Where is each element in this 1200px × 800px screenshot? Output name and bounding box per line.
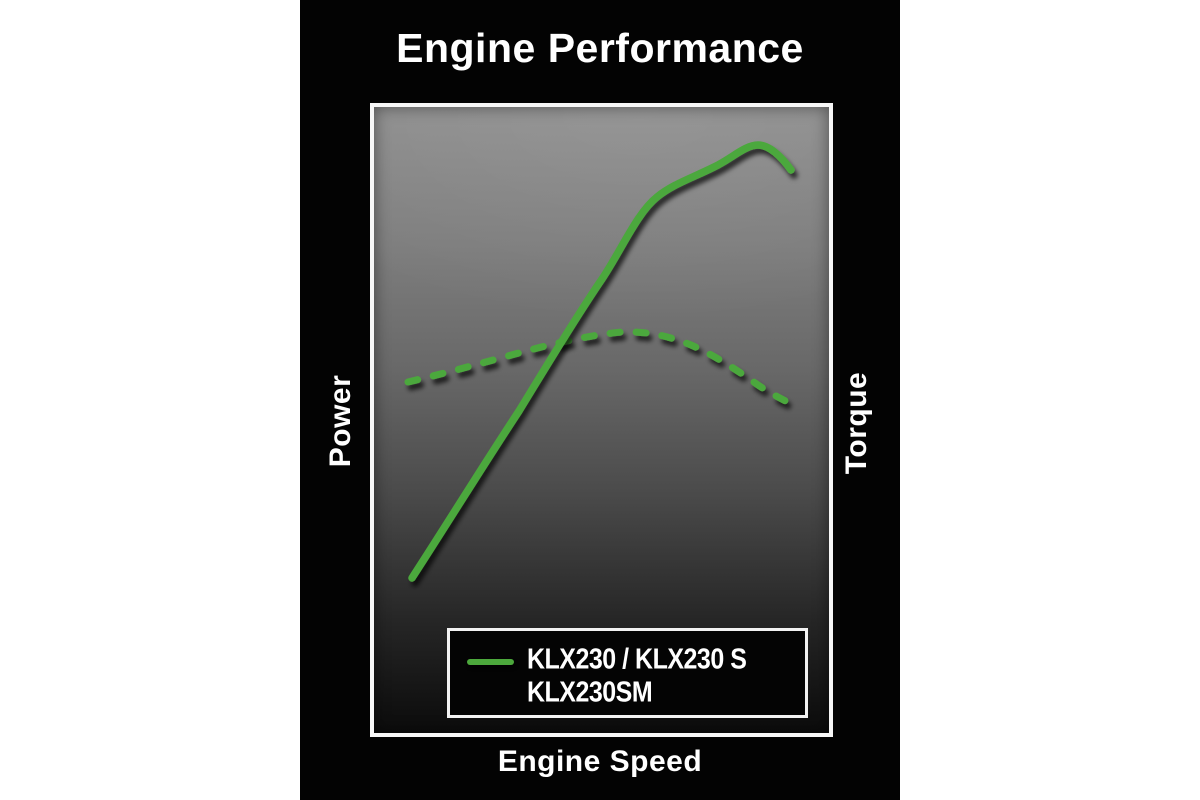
- power-curve: [408, 141, 795, 582]
- legend: KLX230 / KLX230 S KLX230SM: [447, 628, 808, 718]
- chart-plot-area: KLX230 / KLX230 S KLX230SM: [370, 103, 833, 737]
- chart-title: Engine Performance: [396, 25, 804, 71]
- legend-label-line2: KLX230SM: [527, 675, 653, 708]
- torque-axis-label: Torque: [840, 371, 873, 475]
- power-axis-label: Power: [324, 374, 357, 468]
- torque-curve: [404, 328, 799, 410]
- engine-speed-axis-label: Engine Speed: [497, 745, 703, 778]
- legend-line-swatch: [467, 659, 514, 665]
- legend-label-line1: KLX230 / KLX230 S: [527, 642, 747, 675]
- curves-svg: [404, 141, 799, 582]
- legend-label: KLX230 / KLX230 S KLX230SM: [527, 642, 747, 708]
- chart-panel: Engine Performance KLX230 / KLX230 S KLX…: [300, 0, 900, 800]
